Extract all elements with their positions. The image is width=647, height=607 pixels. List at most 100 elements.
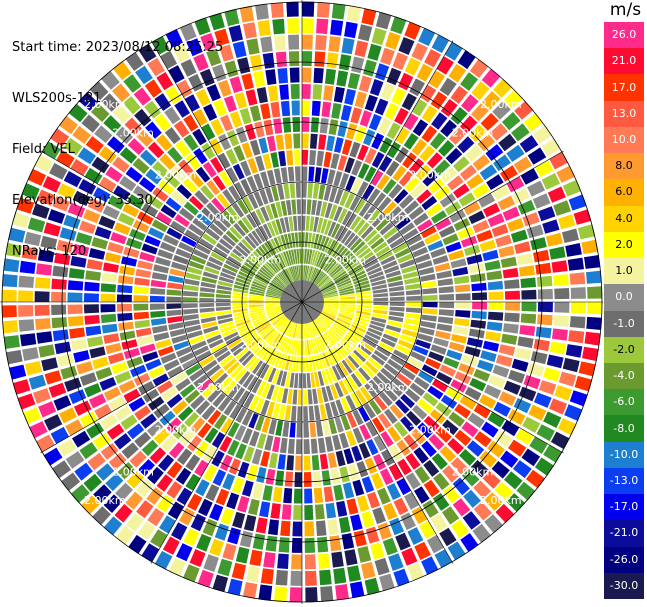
velocity-gate [233, 222, 246, 237]
velocity-gate [105, 473, 124, 492]
velocity-gate [403, 228, 419, 241]
velocity-gate [115, 126, 134, 144]
velocity-gate [406, 302, 422, 307]
velocity-gate [167, 146, 183, 164]
velocity-gate [70, 255, 87, 268]
velocity-gate [334, 188, 344, 205]
velocity-gate [35, 277, 51, 289]
velocity-gate [129, 450, 147, 468]
velocity-gate [377, 487, 391, 505]
velocity-gate [373, 349, 389, 362]
velocity-gate [28, 374, 47, 390]
velocity-gate [167, 282, 183, 290]
velocity-gate [309, 422, 317, 438]
azimuth-spoke [40, 150, 303, 303]
velocity-gate [248, 297, 264, 300]
velocity-gate [333, 484, 344, 501]
velocity-gate [205, 484, 220, 502]
velocity-gate [402, 271, 419, 280]
velocity-gate [405, 307, 421, 314]
velocity-gate [44, 370, 62, 385]
velocity-gate [344, 21, 358, 39]
velocity-gate [318, 315, 331, 327]
velocity-gate [455, 310, 471, 318]
velocity-gate [533, 125, 552, 144]
velocity-gate [76, 361, 94, 375]
velocity-gate [419, 520, 436, 539]
colorbar-tick-label: 4.0 [615, 211, 633, 225]
colorbar-tick-label: -2.0 [613, 342, 635, 356]
velocity-gate [104, 252, 122, 264]
velocity-gate [561, 228, 579, 243]
velocity-gate [3, 335, 20, 349]
velocity-gate [351, 324, 366, 333]
velocity-gate [361, 364, 375, 378]
velocity-gate [241, 238, 254, 252]
velocity-gate [364, 383, 377, 398]
velocity-gate [113, 61, 132, 81]
velocity-gate [508, 369, 525, 384]
velocity-gate [356, 307, 372, 313]
velocity-gate [220, 324, 236, 333]
velocity-gate [435, 426, 452, 443]
azimuth-spoke [150, 301, 303, 564]
velocity-gate [156, 134, 173, 151]
velocity-gate [267, 367, 277, 383]
velocity-gate [373, 305, 389, 310]
velocity-gate [158, 179, 175, 195]
velocity-gate [482, 91, 501, 110]
velocity-gate [320, 281, 334, 291]
velocity-gate [331, 103, 342, 119]
velocity-gate [36, 331, 53, 344]
velocity-gate [212, 175, 226, 191]
velocity-gate [19, 260, 36, 274]
velocity-gate [219, 44, 234, 62]
velocity-gate [493, 401, 511, 417]
range-ring-label: 2.00km [409, 423, 451, 436]
velocity-gate [380, 255, 396, 266]
velocity-gate [207, 388, 222, 403]
velocity-gate [20, 333, 37, 347]
velocity-gate [569, 390, 588, 407]
velocity-gate [221, 328, 237, 338]
velocity-gate [259, 325, 273, 336]
velocity-gate [422, 287, 438, 295]
velocity-gate [409, 240, 426, 252]
velocity-gate [217, 314, 233, 320]
velocity-gate [213, 99, 227, 117]
velocity-gate [133, 373, 151, 386]
velocity-gate [438, 140, 455, 157]
velocity-gate [472, 523, 491, 543]
elevation: Elevation(deg): 35.30 [12, 193, 153, 208]
velocity-gate [218, 238, 234, 251]
velocity-gate [125, 513, 144, 532]
velocity-gate [285, 200, 292, 216]
velocity-gate [314, 405, 321, 421]
velocity-gate [557, 214, 576, 230]
velocity-gate [533, 338, 550, 352]
velocity-gate [333, 206, 343, 222]
velocity-gate [334, 225, 345, 240]
velocity-gate [405, 283, 421, 290]
velocity-gate [296, 199, 301, 215]
velocity-gate [183, 114, 199, 132]
velocity-gate [379, 222, 394, 236]
velocity-gate [458, 192, 476, 207]
velocity-gate [491, 223, 509, 237]
velocity-gate [185, 272, 201, 281]
velocity-gate [37, 189, 55, 206]
velocity-gate [176, 543, 193, 562]
velocity-gate [266, 307, 282, 314]
velocity-gate [449, 127, 466, 145]
velocity-gate [307, 389, 313, 405]
velocity-gate [349, 141, 361, 158]
velocity-gate [354, 91, 367, 109]
velocity-gate [535, 326, 552, 339]
velocity-gate [327, 221, 337, 237]
velocity-gate [375, 63, 390, 81]
velocity-gate [302, 34, 313, 50]
velocity-gate [421, 105, 438, 123]
velocity-gate [279, 217, 287, 233]
velocity-gate [390, 16, 407, 35]
velocity-gate [119, 265, 136, 276]
